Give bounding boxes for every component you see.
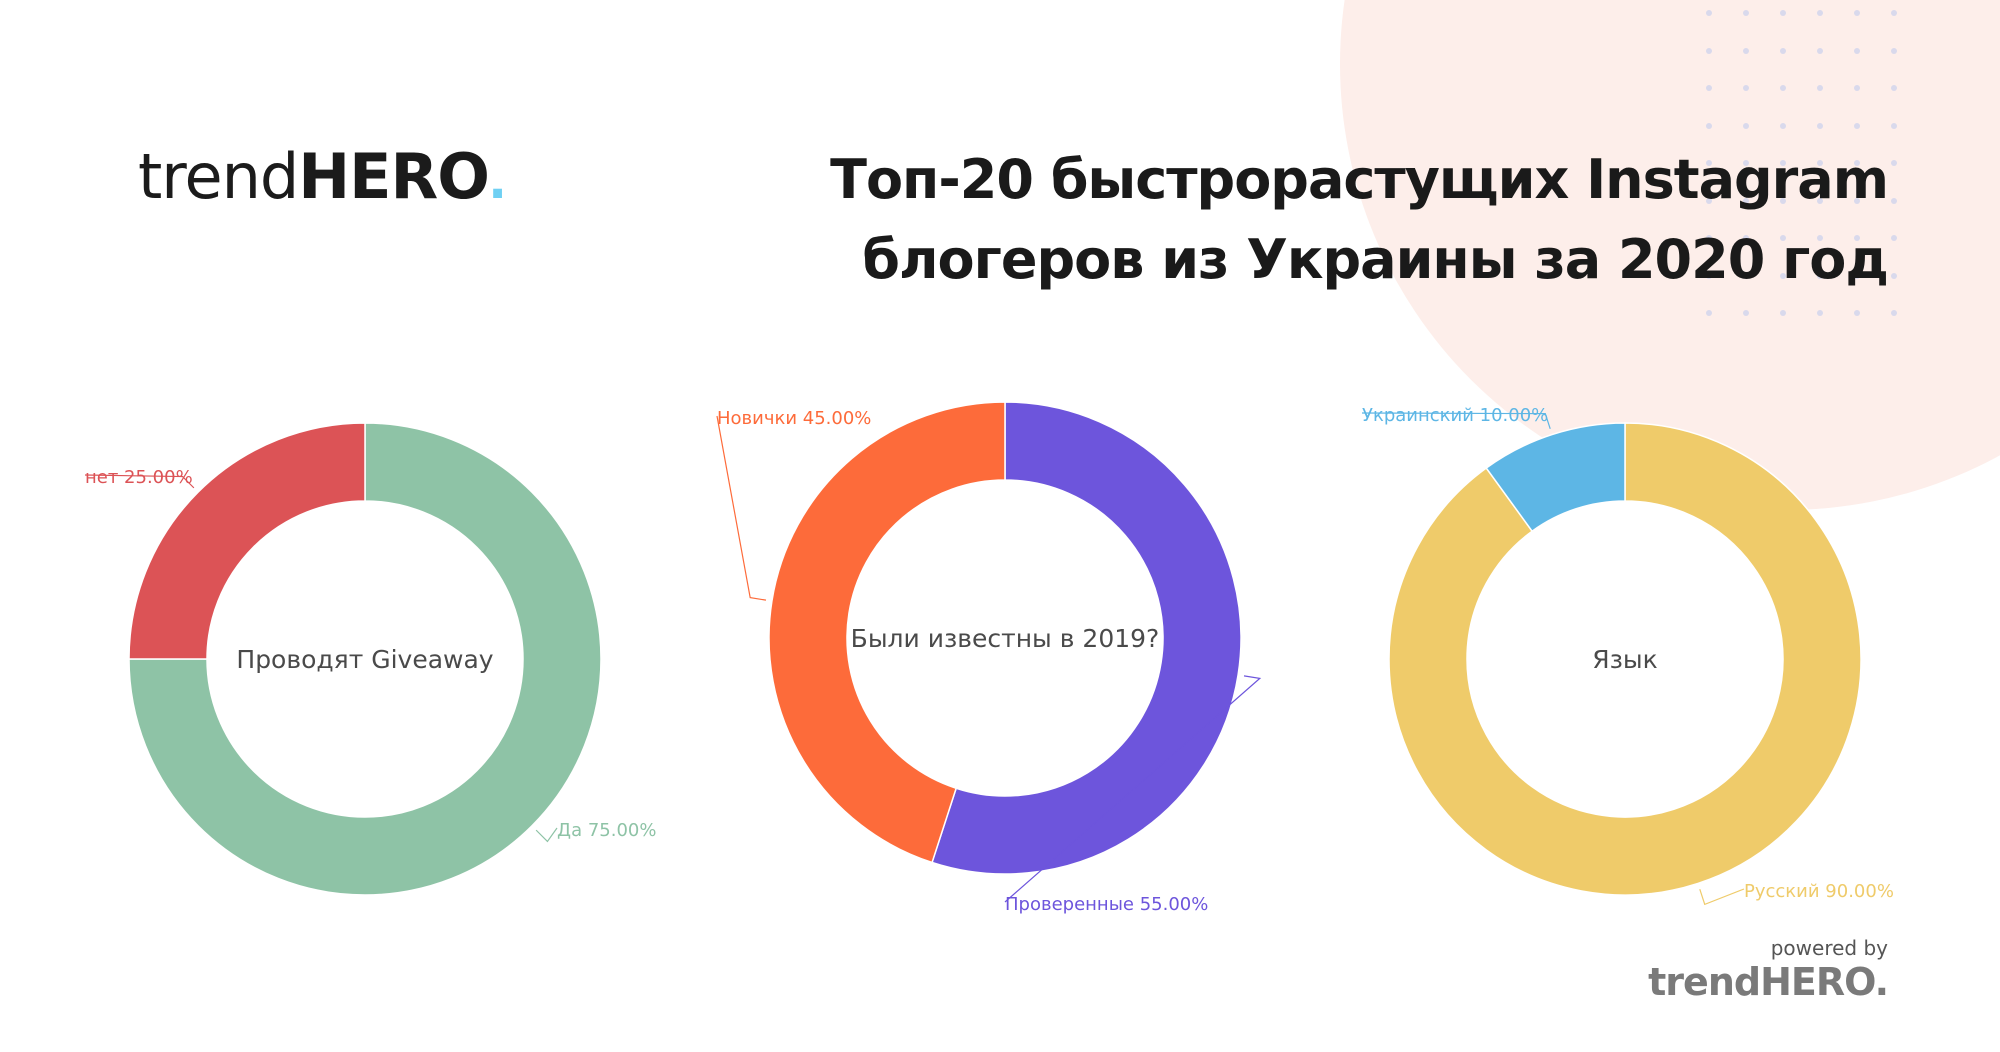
background-circle [1340, 0, 2000, 510]
dot [1706, 160, 1712, 166]
dot [1817, 197, 1823, 204]
dot [1780, 272, 1786, 279]
dot-grid-decoration [1706, 10, 1928, 348]
dot [1817, 160, 1823, 166]
dot [1854, 235, 1860, 241]
dot [1891, 122, 1897, 129]
label-connector [84, 474, 195, 489]
logo-dot: . [488, 143, 506, 212]
dot [1891, 160, 1897, 166]
dot [1854, 85, 1860, 91]
dot [1817, 85, 1823, 91]
donut-slice-Русский[interactable] [1388, 422, 1862, 896]
donut-slice-Проверенные[interactable] [931, 401, 1242, 875]
dot [1817, 10, 1823, 16]
dot [1743, 122, 1749, 129]
dot [1706, 122, 1712, 129]
dot [1891, 235, 1897, 241]
page-title: Топ-20 быстрорастущих Instagram блогеров… [830, 140, 1889, 300]
dot [1706, 10, 1712, 16]
trendhero-logo: trendHERO. [138, 140, 506, 213]
donut-center-title: Проводят Giveaway [236, 645, 493, 674]
label-connector [716, 415, 767, 601]
logo-light: trend [138, 140, 299, 213]
dot [1706, 197, 1712, 204]
dot [1891, 85, 1897, 91]
dot [1891, 310, 1897, 316]
dot [1706, 85, 1712, 91]
dot [1854, 10, 1860, 16]
dot [1891, 10, 1897, 16]
donut-center-title: Были известны в 2019? [851, 624, 1160, 653]
slice-label: Проверенные 55.00% [1005, 894, 1208, 915]
dot [1817, 235, 1823, 241]
dot [1891, 272, 1897, 279]
donut-slice-Новички[interactable] [768, 401, 1006, 864]
dot [1854, 272, 1860, 279]
dot [1854, 160, 1860, 166]
dot [1780, 47, 1786, 54]
title-line-1: Топ-20 быстрорастущих Instagram [830, 148, 1889, 211]
label-connector [1004, 675, 1262, 903]
dot [1854, 310, 1860, 316]
dot [1706, 235, 1712, 241]
dot [1743, 85, 1749, 91]
dot [1743, 10, 1749, 16]
dot [1743, 197, 1749, 204]
dot [1891, 197, 1897, 204]
donut-slice-Украинский[interactable] [1485, 422, 1626, 533]
dot [1891, 47, 1897, 54]
dot [1743, 235, 1749, 241]
dot [1780, 310, 1786, 316]
dot [1743, 310, 1749, 316]
dot [1743, 272, 1749, 279]
donut-center-title: Язык [1592, 645, 1658, 674]
powered-by-text: powered by [1770, 936, 1888, 960]
dot [1780, 85, 1786, 91]
donut-slice-Да[interactable] [128, 422, 602, 896]
slice-label: Новички 45.00% [717, 408, 871, 429]
footer-logo: trendHERO. [1648, 960, 1889, 1004]
dot [1854, 47, 1860, 54]
label-connector [1699, 888, 1745, 906]
slice-label: нет 25.00% [85, 467, 193, 488]
dot [1780, 10, 1786, 16]
dot [1706, 47, 1712, 54]
dot [1817, 47, 1823, 54]
dot [1854, 197, 1860, 204]
dot [1743, 47, 1749, 54]
donut-slice-нет[interactable] [128, 422, 366, 660]
slice-label: Да 75.00% [557, 820, 656, 841]
dot [1706, 272, 1712, 279]
dot [1780, 160, 1786, 166]
title-line-2: блогеров из Украины за 2020 год [862, 228, 1889, 291]
dot [1780, 122, 1786, 129]
dot [1854, 122, 1860, 129]
dot [1780, 197, 1786, 204]
dot [1817, 310, 1823, 316]
slice-label: Украинский 10.00% [1362, 405, 1548, 426]
dot [1817, 272, 1823, 279]
dot [1706, 310, 1712, 316]
slice-label: Русский 90.00% [1744, 881, 1894, 902]
dot [1780, 235, 1786, 241]
label-connector [1361, 412, 1551, 430]
label-connector [535, 827, 558, 843]
logo-bold: HERO [298, 140, 490, 213]
dot [1817, 122, 1823, 129]
dot [1743, 160, 1749, 166]
